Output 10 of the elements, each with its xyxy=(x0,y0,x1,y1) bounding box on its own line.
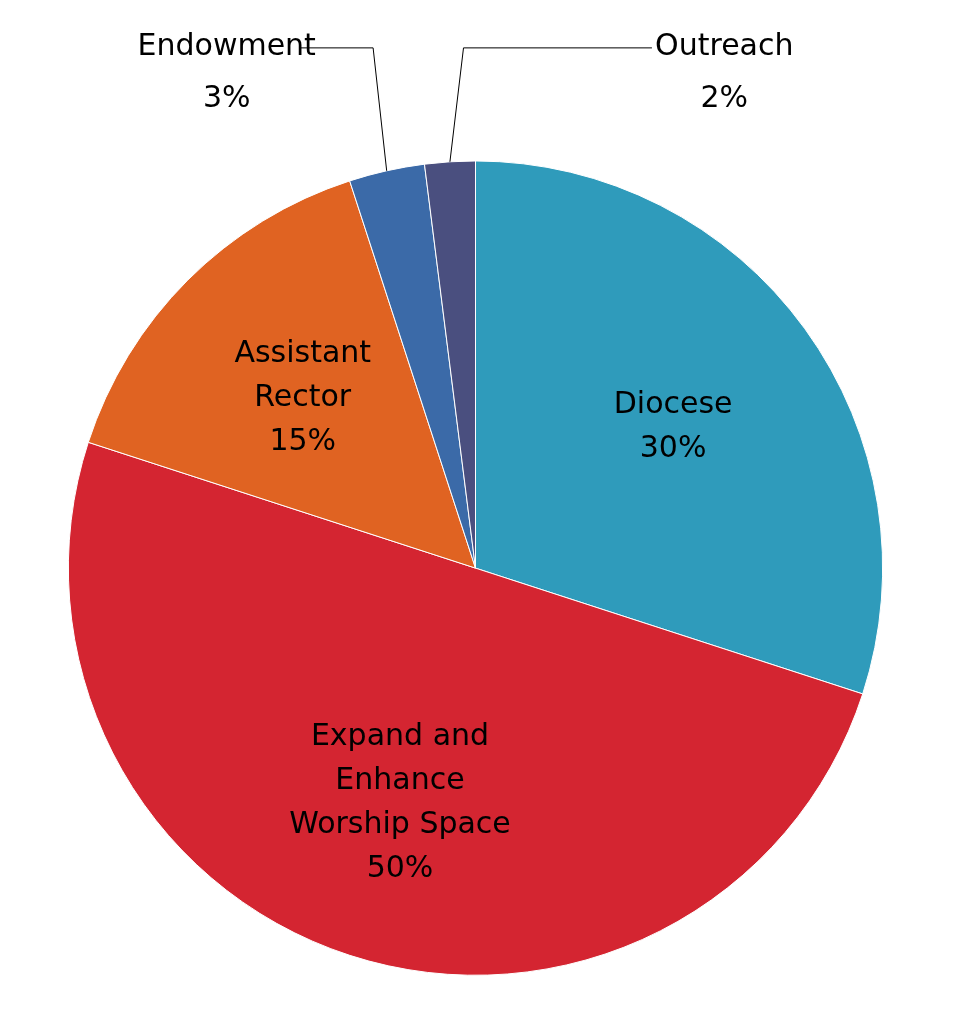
slice-label: Diocese xyxy=(613,385,733,421)
data-label: 30% xyxy=(639,428,707,464)
slice-label: Assistant Rector xyxy=(234,334,372,413)
slice-label: Outreach xyxy=(655,26,794,62)
data-label: 15% xyxy=(269,421,337,457)
slice-label: Endowment xyxy=(137,26,317,62)
slice-label: Expand and Enhance Worship Space xyxy=(289,717,511,840)
data-label: 2% xyxy=(700,79,749,115)
data-label: 50% xyxy=(366,848,434,884)
data-label: 3% xyxy=(202,79,251,115)
